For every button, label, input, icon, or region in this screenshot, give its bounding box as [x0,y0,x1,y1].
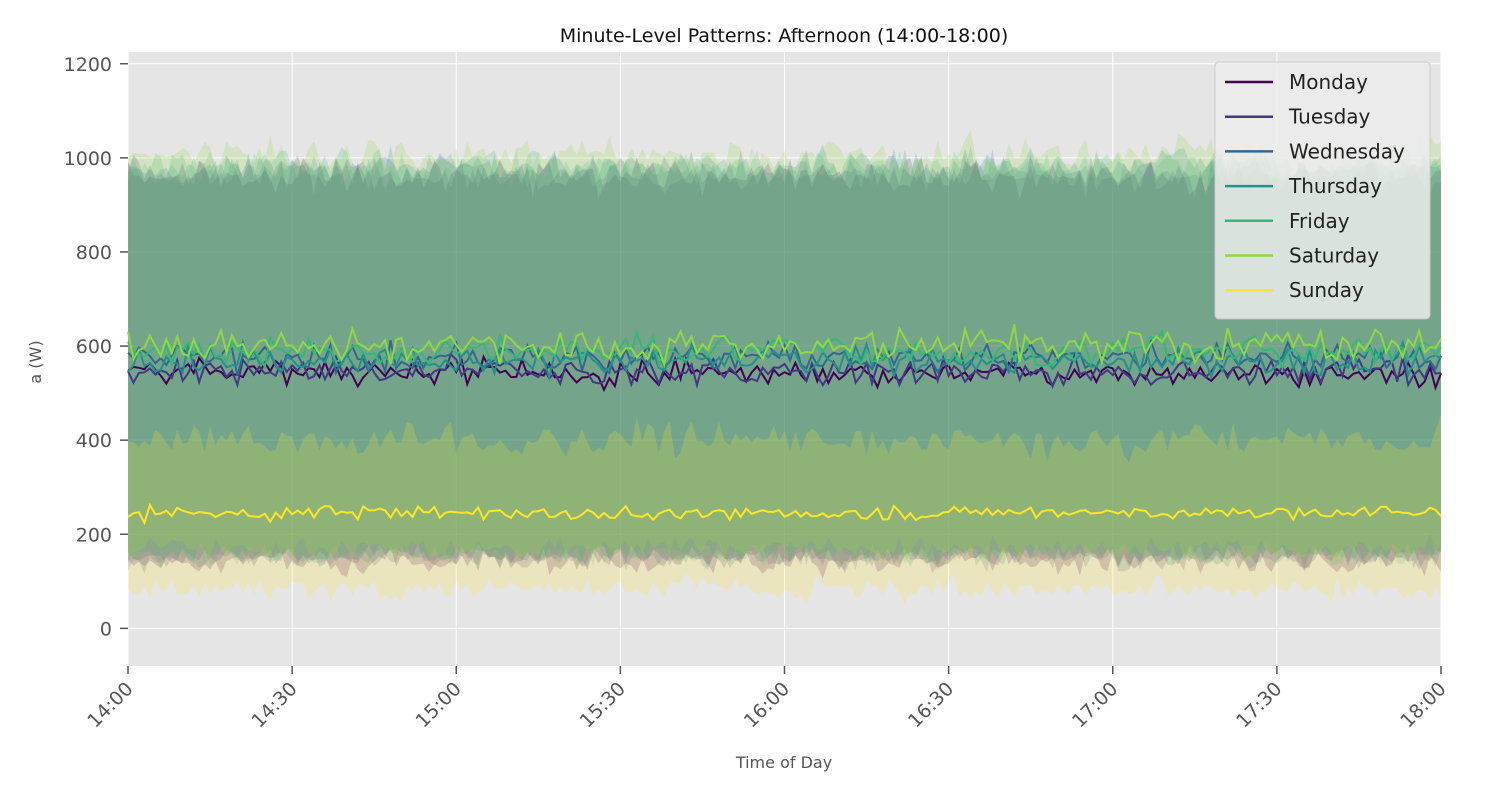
y-tick-label: 200 [76,524,112,546]
x-tick-label: 14:30 [247,678,301,732]
y-axis: 0 200 400 600 800 1000 1200 [64,54,128,640]
line-saturday [127,324,1442,369]
x-tick-label: 18:00 [1396,678,1450,732]
legend-label-sunday: Sunday [1289,278,1364,302]
legend-label-wednesday: Wednesday [1289,139,1405,163]
x-axis-label: Time of Day [735,753,832,772]
series-lines [127,324,1442,526]
x-tick-label: 17:00 [1068,678,1122,732]
x-tick-label: 16:30 [904,678,958,732]
y-axis-label: a (W) [26,340,45,383]
y-tick-label: 0 [100,618,112,640]
x-tick-label: 15:30 [576,678,630,732]
y-tick-label: 800 [76,242,112,264]
line-sunday [127,502,1442,526]
chart-title: Minute-Level Patterns: Afternoon (14:00-… [560,25,1009,47]
band-sunday [128,415,1441,605]
band-thursday [128,144,1441,569]
band-wednesday [128,148,1441,574]
band-monday [128,156,1441,579]
x-tick-label: 15:00 [412,678,466,732]
x-tick-label: 17:30 [1232,678,1286,732]
series-bands [128,130,1441,605]
y-tick-label: 600 [76,336,112,358]
y-tick-label: 400 [76,430,112,452]
line-friday [127,329,1442,371]
legend-label-monday: Monday [1289,70,1368,94]
legend: Monday Tuesday Wednesday Thursday Friday Satu… [1214,61,1431,320]
legend-label-tuesday: Tuesday [1288,105,1371,129]
x-tick-label: 14:00 [83,678,137,732]
line-thursday [127,338,1442,382]
y-tick-label: 1200 [64,54,112,76]
line-tuesday [127,351,1442,390]
legend-label-saturday: Saturday [1289,244,1379,268]
legend-label-friday: Friday [1289,209,1350,233]
legend-label-thursday: Thursday [1288,174,1382,198]
x-axis: 14:00 14:30 15:00 15:30 16:00 16:30 17:00 17:30… [83,666,1451,732]
y-tick-label: 1000 [64,148,112,170]
x-tick-label: 16:00 [740,678,794,732]
